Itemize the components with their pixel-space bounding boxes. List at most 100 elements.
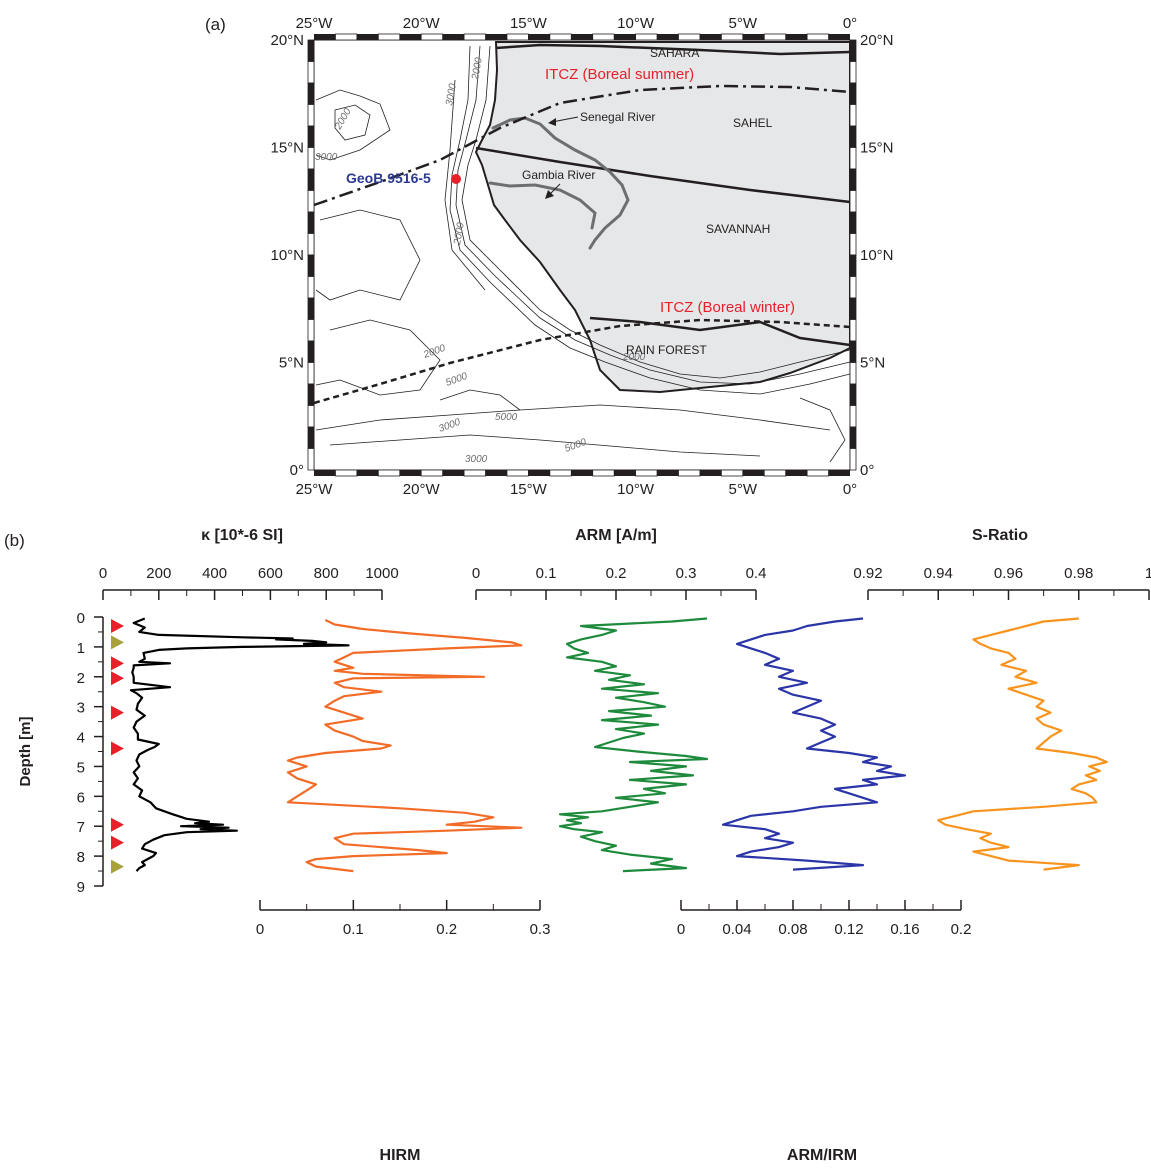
frame-segment xyxy=(699,470,722,476)
depth-tick-label: 1 xyxy=(77,640,85,657)
region-sahel: SAHEL xyxy=(733,116,773,130)
contour-label: 2000 xyxy=(622,352,646,363)
frame-segment xyxy=(307,383,315,406)
sample-marker xyxy=(111,705,124,720)
frame-segment xyxy=(849,362,857,385)
frame-segment xyxy=(442,34,465,40)
frame-segment xyxy=(356,470,379,476)
frame-segment xyxy=(849,39,857,62)
frame-segment xyxy=(849,405,857,428)
frame-segment xyxy=(763,33,787,41)
axis-title-hirm: HIRM xyxy=(380,1147,421,1164)
frame-segment xyxy=(720,469,744,477)
itcz-winter-label: ITCZ (Boreal winter) xyxy=(660,299,795,316)
lat-tick-label-right: 15°N xyxy=(860,140,894,157)
frame-segment xyxy=(549,33,572,41)
axis-tick-label-arm: 0.3 xyxy=(676,565,697,582)
lat-tick-label-left: 15°N xyxy=(270,140,304,157)
frame-segment xyxy=(657,34,679,40)
axis-tick-label-kappa: 0 xyxy=(99,565,107,582)
frame-segment xyxy=(528,34,550,40)
frame-segment xyxy=(307,362,315,385)
rivers xyxy=(488,116,630,250)
frame-segment xyxy=(720,33,744,41)
frame-segment xyxy=(849,426,857,449)
sample-marker xyxy=(111,859,124,874)
frame-segment xyxy=(506,33,529,41)
axis-tick-label-sratio: 0.96 xyxy=(994,565,1023,582)
senegal-river-label: Senegal River xyxy=(580,110,655,124)
lon-tick-label-bottom: 25°W xyxy=(296,481,334,498)
curve-kappa xyxy=(129,617,350,872)
frame-segment xyxy=(849,147,857,170)
region-savannah: SAVANNAH xyxy=(706,222,770,236)
lon-tick-label-top: 10°W xyxy=(617,15,655,32)
axis-tick-label-armirm: 0 xyxy=(677,921,685,938)
frame-segment xyxy=(307,125,315,148)
frame-segment xyxy=(335,469,358,477)
lat-tick-label-left: 20°N xyxy=(270,32,304,49)
axis-tick-label-kappa: 800 xyxy=(314,565,339,582)
lon-tick-label-bottom: 10°W xyxy=(617,481,655,498)
frame-segment xyxy=(849,383,857,406)
senegal-arrowhead xyxy=(548,118,556,126)
frame-segment xyxy=(592,469,615,477)
map-land xyxy=(474,41,851,394)
lat-tick-label-right: 0° xyxy=(860,462,874,479)
panel-b-label: (b) xyxy=(4,531,25,550)
depth-tick-label: 9 xyxy=(77,879,85,896)
curve-sratio xyxy=(937,617,1108,871)
lat-tick-label-left: 10°N xyxy=(270,247,304,264)
axis-tick-label-hirm: 0 xyxy=(256,921,264,938)
frame-segment xyxy=(307,104,315,127)
axis-tick-label-arm: 0.4 xyxy=(746,565,767,582)
frame-segment xyxy=(635,469,658,477)
depth-tick-label: 2 xyxy=(77,670,85,687)
axis-tick-label-sratio: 1 xyxy=(1145,565,1151,582)
frame-segment xyxy=(849,276,857,299)
axis-tick-label-hirm: 0.1 xyxy=(343,921,364,938)
frame-segment xyxy=(657,470,679,476)
lat-tick-label-right: 20°N xyxy=(860,32,894,49)
contour-label: 3000 xyxy=(444,82,459,106)
frame-segment xyxy=(849,211,857,234)
series-armirm: 0 0.04 0.08 0.12 0.16 0.2 ARM/IRM xyxy=(677,617,972,1164)
itcz-summer-label: ITCZ (Boreal summer) xyxy=(545,66,694,83)
depth-tick-label: 6 xyxy=(77,789,85,806)
sample-marker xyxy=(111,618,124,633)
contour-label: 3000 xyxy=(315,152,338,163)
curve-hirm xyxy=(286,619,523,873)
contour-label: 2000 xyxy=(470,56,485,81)
frame-segment xyxy=(442,470,465,476)
frame-segment xyxy=(307,211,315,234)
frame-segment xyxy=(335,33,358,41)
frame-segment xyxy=(307,319,315,342)
depth-tick-label: 0 xyxy=(77,610,85,627)
senegal-river xyxy=(491,116,630,250)
map-graticule-labels: 25°W 25°W 20°W 20°W 15°W 15°W 10°W 10°W 5°W 5°W 0°… xyxy=(270,15,893,498)
frame-segment xyxy=(420,469,444,477)
depth-tick-label: 7 xyxy=(77,819,85,836)
frame-segment xyxy=(307,61,315,84)
frame-segment xyxy=(785,470,808,476)
panel-a-label: (a) xyxy=(205,15,226,34)
depth-tick-label: 3 xyxy=(77,700,85,717)
gambia-arrowhead xyxy=(545,190,554,199)
contour-label: 2000 xyxy=(452,221,467,246)
axis-tick-label-kappa: 200 xyxy=(146,565,171,582)
axis-tick-label-sratio: 0.98 xyxy=(1064,565,1093,582)
lat-tick-label-left: 5°N xyxy=(279,355,304,372)
axis-tick-label-arm: 0 xyxy=(472,565,480,582)
frame-segment xyxy=(356,34,379,40)
frame-segment xyxy=(614,34,636,40)
contour-label: 5000 xyxy=(495,412,518,423)
frame-segment xyxy=(849,340,857,363)
axis-tick-label-armirm: 0.2 xyxy=(951,921,972,938)
region-boundaries xyxy=(475,43,851,347)
axis-tick-label-kappa: 1000 xyxy=(365,565,398,582)
frame-segment xyxy=(307,168,315,191)
axis-tick-label-armirm: 0.16 xyxy=(890,921,919,938)
